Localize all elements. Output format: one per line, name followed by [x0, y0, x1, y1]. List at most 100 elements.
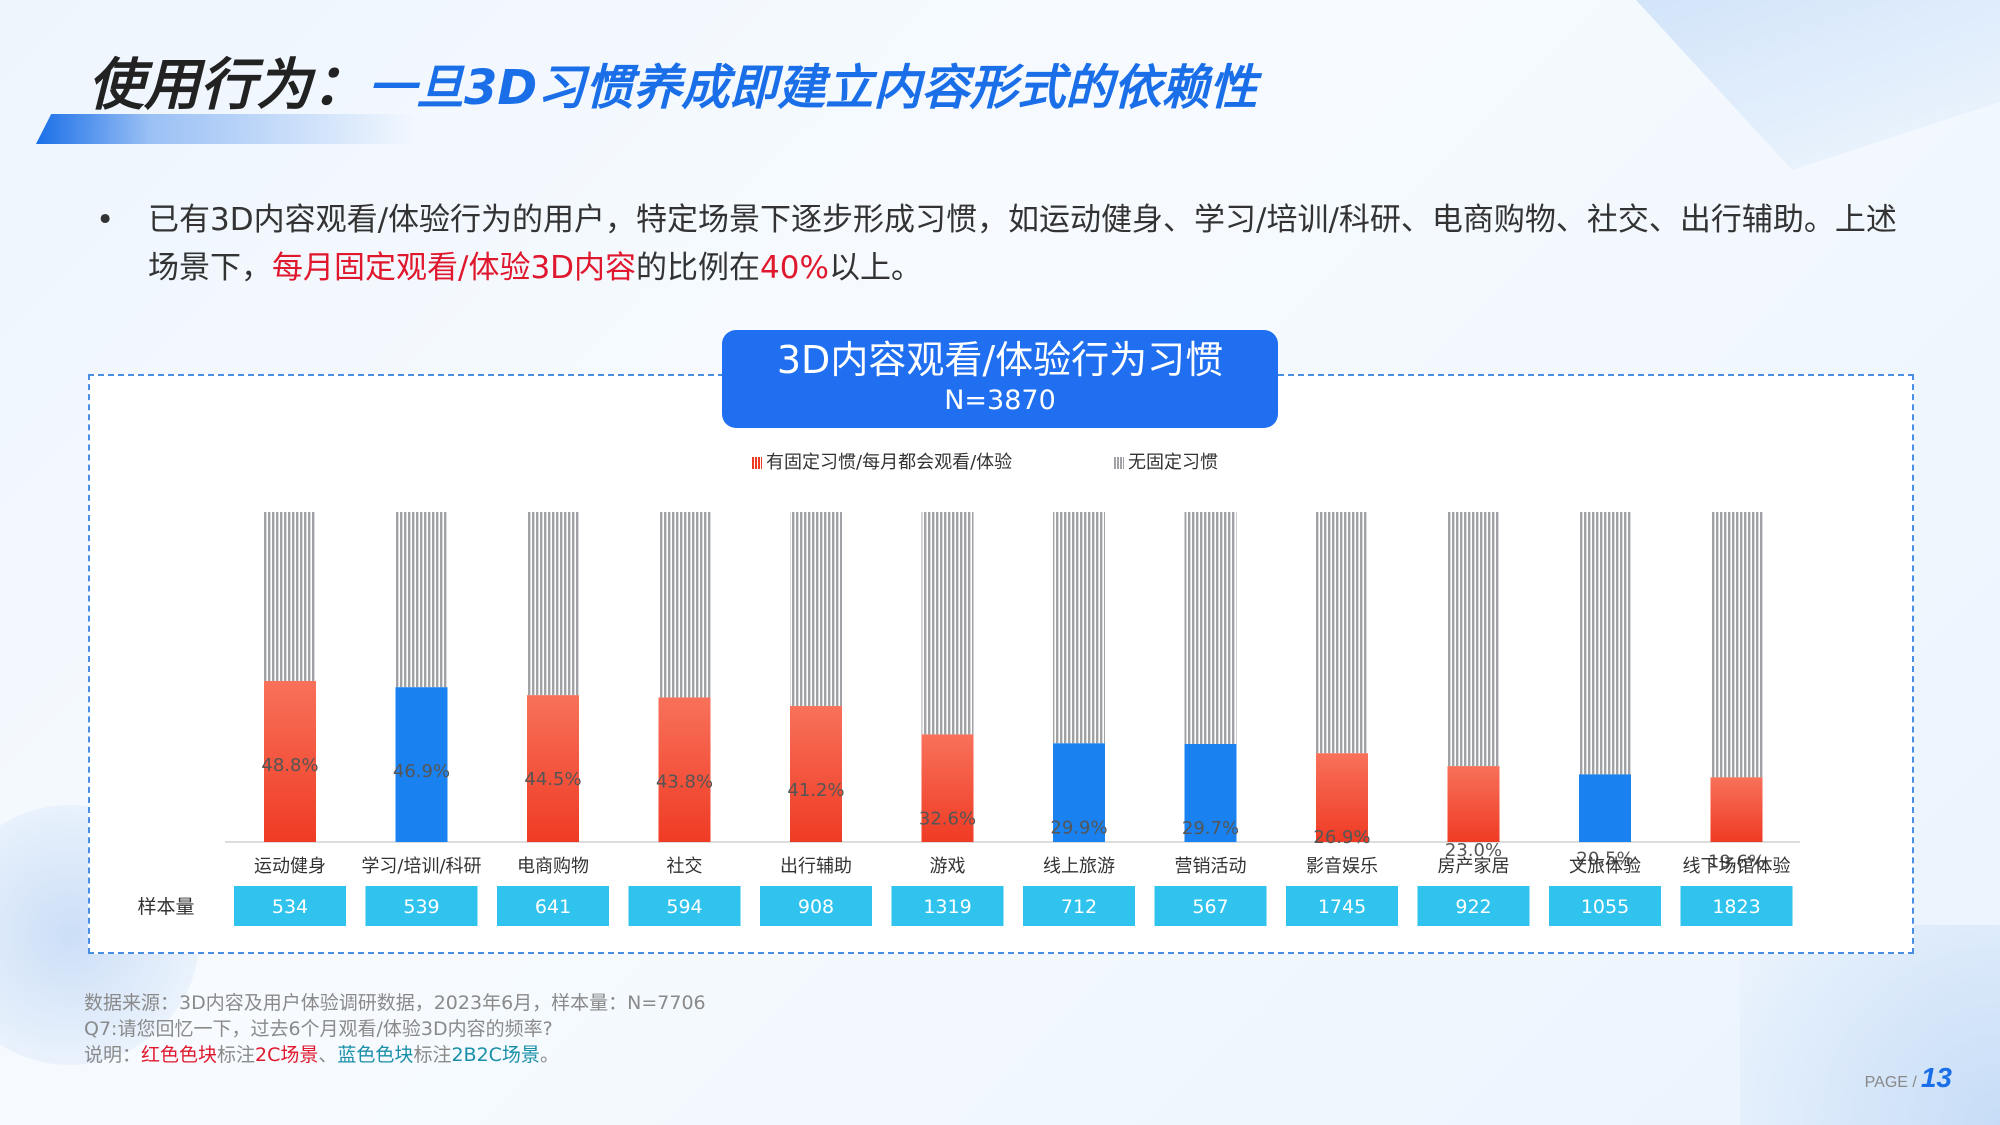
bar-habit [1710, 777, 1763, 842]
bar-no-habit [1447, 512, 1500, 767]
category-label: 线上旅游 [1043, 856, 1115, 877]
bar-habit [1053, 743, 1105, 842]
bullet-highlight-1: 每月固定观看/体验3D内容 [272, 250, 637, 286]
page-number: PAGE /13 [1865, 1062, 1952, 1094]
legend-swatch-gray [1114, 457, 1124, 469]
bar-habit [921, 734, 974, 842]
bar-habit [395, 687, 448, 842]
sample-size-value: 1823 [1712, 896, 1760, 918]
category-label: 游戏 [930, 856, 966, 877]
sample-size-box [1680, 886, 1793, 926]
chart-title: 3D内容观看/体验行为习惯 [776, 338, 1224, 382]
sample-size-value: 567 [1192, 896, 1228, 918]
footer-notes: 数据来源：3D内容及用户体验调研数据，2023年6月，样本量：N=7706 Q7… [84, 990, 706, 1068]
bar-habit [1447, 766, 1500, 842]
bullet-dot: • [96, 202, 115, 238]
category-label: 电商购物 [517, 856, 589, 877]
footer-note-text-d: 标注 [413, 1044, 452, 1066]
category-label: 出行辅助 [780, 856, 852, 877]
category-label: 社交 [667, 856, 703, 877]
sample-size-label: 样本量 [137, 896, 194, 918]
footer-note-blue: 蓝色色块 [337, 1044, 414, 1066]
footer-note-sep: 、 [318, 1044, 338, 1066]
bullet-text: 已有3D内容观看/体验行为的用户，特定场景下逐步形成习惯，如运动健身、学习/培训… [148, 196, 1906, 292]
sample-size-value: 539 [403, 896, 439, 918]
footer-note-prefix: 说明： [84, 1044, 142, 1066]
category-label: 影音娱乐 [1306, 856, 1378, 877]
category-label: 学习/培训/科研 [361, 856, 481, 877]
sample-size-box [760, 886, 872, 926]
bar-no-habit [264, 512, 316, 681]
data-label: 32.6% [919, 808, 976, 829]
bullet-text-b: 的比例在 [636, 250, 761, 286]
slide-title-main: 一旦3D习惯养成即建立内容形式的依赖性 [368, 60, 1258, 116]
data-label: 23.0% [1445, 840, 1502, 861]
data-label: 29.9% [1050, 817, 1107, 838]
sample-size-box [497, 886, 609, 926]
bar-habit [1184, 743, 1237, 842]
sample-size-value: 534 [272, 896, 308, 918]
footer-note-2b2c: 2B2C场景 [451, 1044, 540, 1066]
sample-size-value: 1745 [1318, 896, 1366, 918]
footer-question: Q7:请您回忆一下，过去6个月观看/体验3D内容的频率? [84, 1018, 553, 1040]
background-shape-bottom-right [1740, 925, 2000, 1125]
bar-no-habit [658, 512, 711, 698]
sample-size-box [628, 886, 741, 926]
bar-no-habit [1710, 512, 1763, 778]
sample-size-box [234, 886, 346, 926]
category-label: 运动健身 [254, 856, 326, 877]
bullet-text-a: 已有3D内容观看/体验行为的用户，特定场景下逐步形成习惯，如运动健身、学习/培训… [148, 202, 1897, 286]
bar-no-habit [395, 512, 448, 688]
data-label: 19.6% [1708, 851, 1765, 872]
bar-no-habit [921, 512, 974, 735]
legend-label-habit: 有固定习惯/每月都会观看/体验 [766, 452, 1013, 473]
bar-no-habit [790, 512, 842, 707]
data-label: 46.9% [393, 761, 450, 782]
footer-legend-note: 说明：红色色块标注2C场景、蓝色色块标注2B2C场景。 [84, 1042, 706, 1068]
bar-habit [1579, 774, 1631, 842]
slide-title: 使用行为：一旦3D习惯养成即建立内容形式的依赖性 [88, 40, 1257, 121]
footer-source: 数据来源：3D内容及用户体验调研数据，2023年6月，样本量：N=7706 [84, 992, 706, 1014]
bullet-paragraph: • 已有3D内容观看/体验行为的用户，特定场景下逐步形成习惯，如运动健身、学习/… [96, 196, 1906, 292]
data-label: 26.9% [1313, 827, 1370, 848]
slide-title-prefix: 使用行为： [88, 53, 368, 118]
category-label: 文旅体验 [1569, 856, 1641, 877]
legend-item-habit: 有固定习惯/每月都会观看/体验 [752, 448, 1012, 474]
title-accent-bar [36, 114, 416, 144]
chart-sample-total: N=3870 [944, 385, 1056, 416]
bar-no-habit [1579, 512, 1631, 775]
footer-note-2c: 2C场景 [255, 1044, 319, 1066]
category-label: 营销活动 [1175, 856, 1247, 877]
data-label: 20.5% [1576, 848, 1633, 869]
sample-size-box [365, 886, 478, 926]
bar-no-habit [1184, 512, 1237, 744]
sample-size-value: 1055 [1581, 896, 1629, 918]
sample-size-value: 908 [798, 896, 834, 918]
bar-habit [527, 695, 579, 842]
sample-size-box [1023, 886, 1135, 926]
sample-size-box [1154, 886, 1267, 926]
sample-size-value: 1319 [923, 896, 971, 918]
bullet-text-c: 以上。 [828, 250, 922, 286]
sample-size-box [1417, 886, 1530, 926]
bullet-highlight-2: 40% [760, 250, 829, 286]
sample-size-value: 922 [1455, 896, 1491, 918]
bar-no-habit [527, 512, 579, 696]
sample-size-box [1286, 886, 1398, 926]
footer-note-red: 红色色块 [141, 1044, 218, 1066]
data-label: 29.7% [1182, 818, 1239, 839]
sample-size-value: 641 [535, 896, 571, 918]
footer-note-text-b: 标注 [217, 1044, 256, 1066]
sample-size-box [1549, 886, 1661, 926]
chart-title-box: 3D内容观看/体验行为习惯 N=3870 [722, 330, 1278, 428]
bar-habit [790, 706, 842, 842]
bar-habit [1316, 753, 1368, 842]
bar-no-habit [1053, 512, 1105, 744]
category-label: 线下场馆体验 [1683, 856, 1791, 877]
sample-size-value: 594 [666, 896, 702, 918]
bar-habit [264, 680, 316, 842]
legend-label-no-habit: 无固定习惯 [1128, 452, 1218, 473]
page-label: PAGE / [1864, 1074, 1917, 1091]
page-number-value: 13 [1920, 1062, 1952, 1093]
